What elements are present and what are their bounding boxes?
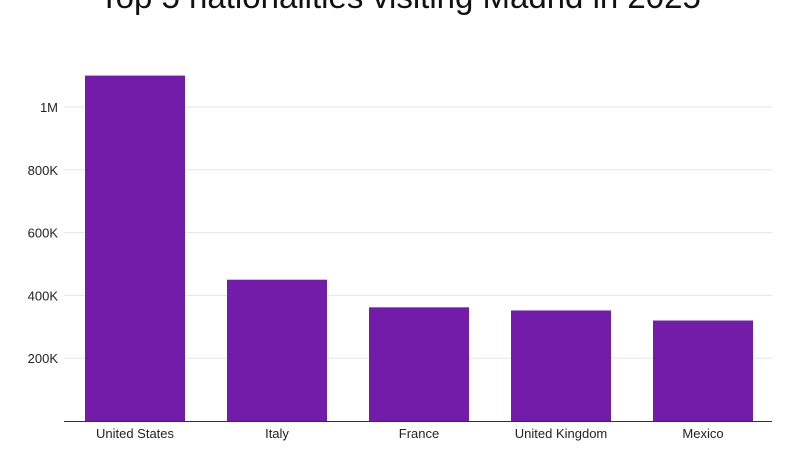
bar xyxy=(369,307,469,421)
bar xyxy=(227,279,327,421)
y-tick-label: 800K xyxy=(28,163,59,178)
y-axis-ticks: 200K 400K 600K 800K 1M xyxy=(28,100,59,366)
bars xyxy=(85,75,753,421)
y-tick-label: 600K xyxy=(28,226,59,241)
x-axis-ticks: United States Italy France United Kingdom Me… xyxy=(96,426,724,441)
chart-title: Top 5 nationalities visiting Madrid in 2… xyxy=(0,0,800,16)
y-tick-label: 200K xyxy=(28,351,59,366)
x-tick-label: Italy xyxy=(265,426,289,441)
x-tick-label: United Kingdom xyxy=(515,426,608,441)
x-tick-label: France xyxy=(399,426,439,441)
y-tick-label: 1M xyxy=(40,100,58,115)
bar xyxy=(511,310,611,421)
x-tick-label: Mexico xyxy=(682,426,723,441)
x-tick-label: United States xyxy=(96,426,175,441)
y-tick-label: 400K xyxy=(28,288,59,303)
bar xyxy=(653,320,753,421)
bar xyxy=(85,75,185,421)
